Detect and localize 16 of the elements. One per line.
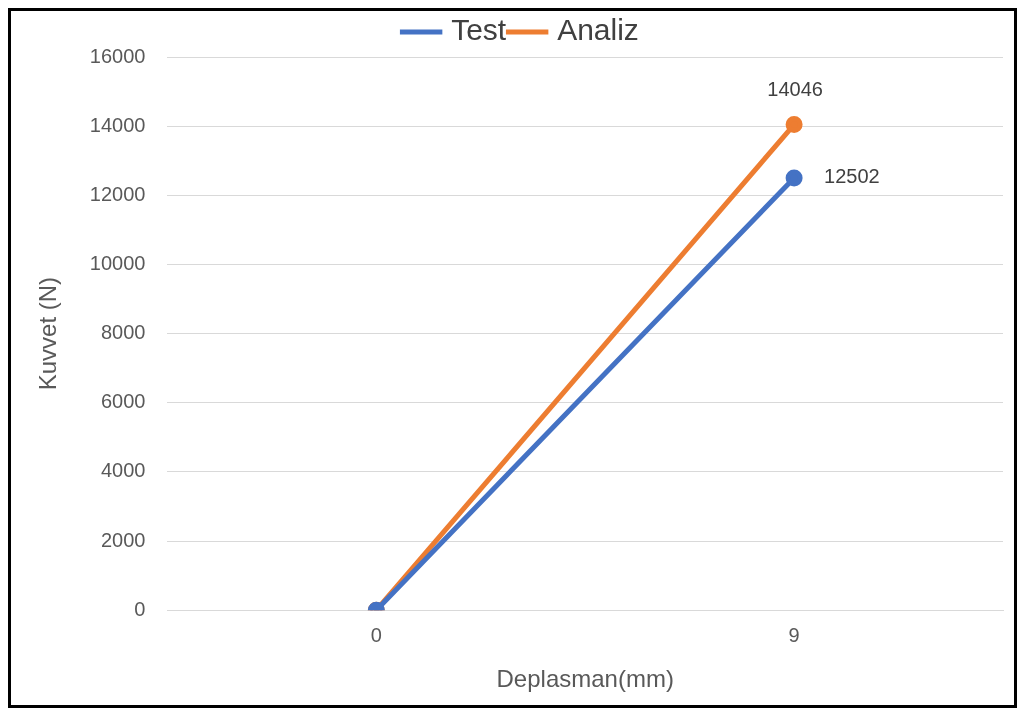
y-tick-label: 6000 bbox=[100, 390, 146, 413]
x-tick-label: 9 bbox=[788, 623, 800, 646]
y-tick-label: 16000 bbox=[89, 44, 146, 67]
y-tick-label: 4000 bbox=[100, 459, 146, 482]
y-tick-label: 14000 bbox=[89, 113, 146, 136]
legend-label: Test bbox=[451, 13, 507, 47]
x-axis-title: Deplasman(mm) bbox=[496, 665, 674, 693]
y-tick-label: 10000 bbox=[89, 251, 146, 274]
y-tick-label: 2000 bbox=[100, 528, 146, 551]
data-label: 14046 bbox=[767, 78, 823, 101]
y-tick-label: 0 bbox=[134, 597, 146, 620]
y-tick-label: 8000 bbox=[100, 321, 146, 344]
data-label: 12502 bbox=[824, 165, 880, 188]
y-tick-label: 12000 bbox=[89, 182, 146, 205]
legend-label: Analiz bbox=[557, 13, 639, 47]
y-axis-title: Kuvvet (N) bbox=[34, 276, 62, 391]
